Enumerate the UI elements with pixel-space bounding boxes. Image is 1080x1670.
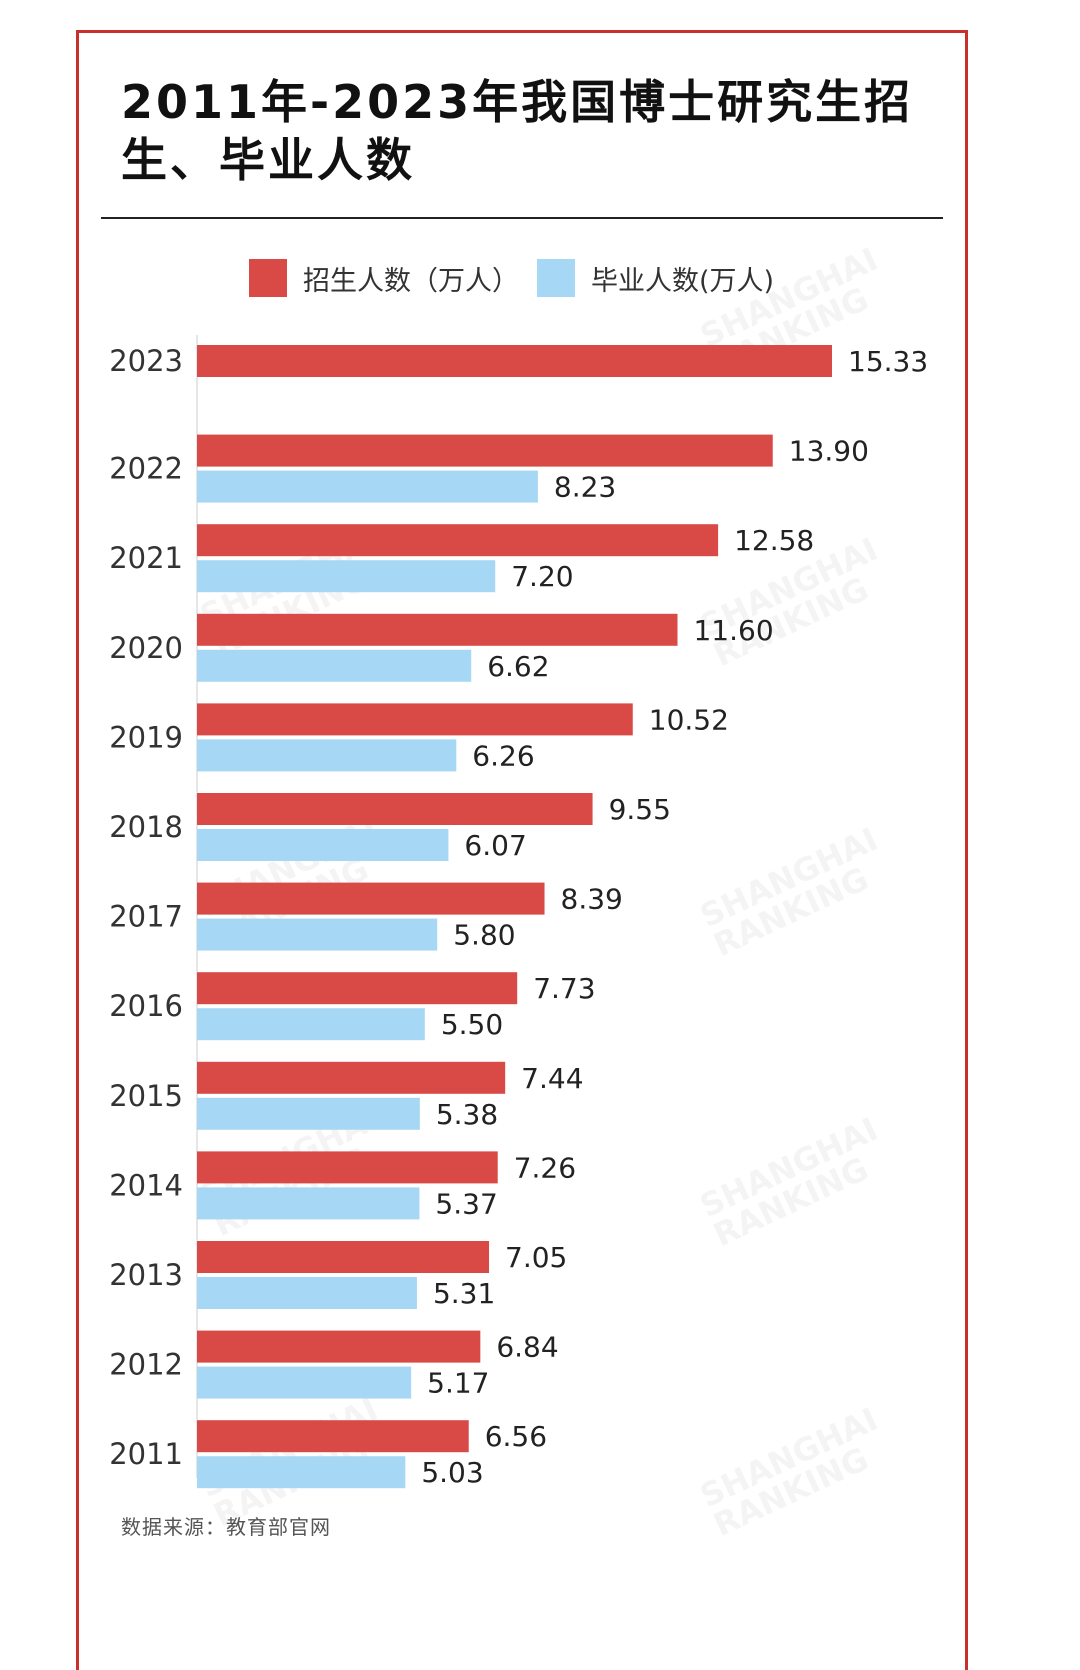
bar-graduate: [197, 1456, 406, 1489]
bar-enroll: [197, 524, 719, 557]
bar-enroll: [197, 1151, 498, 1184]
data-source-note: 数据来源：教育部官网: [121, 1515, 331, 1539]
data-label-graduate: 7.20: [511, 560, 573, 593]
y-tick-label: 2014: [109, 1168, 183, 1202]
legend-label-graduate: 毕业人数(万人): [591, 265, 775, 297]
bar-enroll: [197, 613, 678, 646]
data-label-enroll: 9.55: [609, 793, 671, 826]
data-label-graduate: 5.50: [441, 1008, 503, 1041]
legend-swatch-graduate: [537, 259, 575, 297]
bar-graduate: [197, 470, 538, 503]
bar-enroll: [197, 793, 593, 825]
legend-item-graduate: 毕业人数(万人): [537, 259, 774, 298]
y-tick-label: 2016: [109, 989, 183, 1023]
bar-chart: 2023 15.33 2022 13.90 8.23 2021 12.58 7.20 2020 1…: [109, 335, 928, 1489]
bar-enroll: [197, 1420, 469, 1453]
bar-graduate: [197, 1097, 420, 1130]
bar-enroll: [197, 1330, 481, 1363]
bar-graduate: [197, 1008, 425, 1041]
data-label-enroll: 6.84: [496, 1331, 558, 1364]
data-label-graduate: 5.03: [421, 1456, 483, 1489]
data-label-enroll: 12.58: [734, 524, 814, 557]
bar-graduate: [197, 918, 438, 951]
y-tick-label: 2017: [109, 900, 183, 934]
chart-legend: 招生人数（万人） 毕业人数(万人): [249, 257, 774, 299]
data-label-graduate: 8.23: [554, 471, 616, 504]
bar-enroll: [197, 345, 832, 377]
y-tick-label: 2022: [109, 452, 183, 486]
y-tick-label: 2015: [109, 1079, 183, 1113]
y-tick-label: 2013: [109, 1258, 183, 1292]
legend-swatch-enroll: [249, 259, 287, 297]
data-label-enroll: 15.33: [848, 345, 928, 378]
data-label-graduate: 5.38: [436, 1098, 498, 1131]
y-tick-label: 2021: [109, 541, 183, 575]
data-label-graduate: 5.80: [453, 919, 515, 952]
bar-enroll: [197, 972, 518, 1005]
data-label-graduate: 5.17: [427, 1367, 489, 1400]
data-label-enroll: 6.56: [485, 1420, 547, 1453]
data-label-enroll: 7.73: [533, 972, 595, 1005]
y-tick-label: 2019: [109, 720, 183, 754]
bar-graduate: [197, 739, 457, 772]
bar-graduate: [197, 560, 496, 593]
data-label-enroll: 10.52: [649, 703, 729, 736]
data-label-enroll: 8.39: [561, 883, 623, 916]
bar-graduate: [197, 1366, 412, 1399]
y-tick-label: 2023: [109, 344, 183, 378]
bar-graduate: [197, 1187, 420, 1220]
bar-graduate: [197, 829, 449, 861]
y-tick-label: 2020: [109, 631, 183, 665]
title-divider: [101, 217, 943, 219]
bar-enroll: [197, 882, 545, 915]
y-tick-label: 2018: [109, 810, 183, 844]
legend-item-enroll: 招生人数（万人）: [249, 259, 519, 298]
y-tick-label: 2011: [109, 1437, 183, 1471]
bar-graduate: [197, 649, 472, 682]
bar-enroll: [197, 1061, 506, 1094]
data-label-enroll: 7.44: [521, 1062, 583, 1095]
data-label-enroll: 7.05: [505, 1241, 567, 1274]
data-label-graduate: 5.31: [433, 1277, 495, 1310]
data-label-graduate: 6.26: [472, 739, 534, 772]
data-label-enroll: 11.60: [693, 614, 773, 647]
data-label-graduate: 6.62: [487, 650, 549, 683]
data-label-enroll: 7.26: [514, 1151, 576, 1184]
bar-graduate: [197, 1277, 417, 1309]
bar-enroll: [197, 434, 773, 467]
y-tick-label: 2012: [109, 1348, 183, 1382]
data-label-graduate: 5.37: [435, 1187, 497, 1220]
bar-enroll: [197, 703, 633, 736]
data-label-graduate: 6.07: [464, 829, 526, 862]
data-label-enroll: 13.90: [789, 435, 869, 468]
chart-title: 2011年-2023年我国博士研究生招生、毕业人数: [121, 75, 914, 187]
bar-enroll: [197, 1241, 490, 1273]
legend-label-enroll: 招生人数（万人）: [303, 265, 519, 297]
